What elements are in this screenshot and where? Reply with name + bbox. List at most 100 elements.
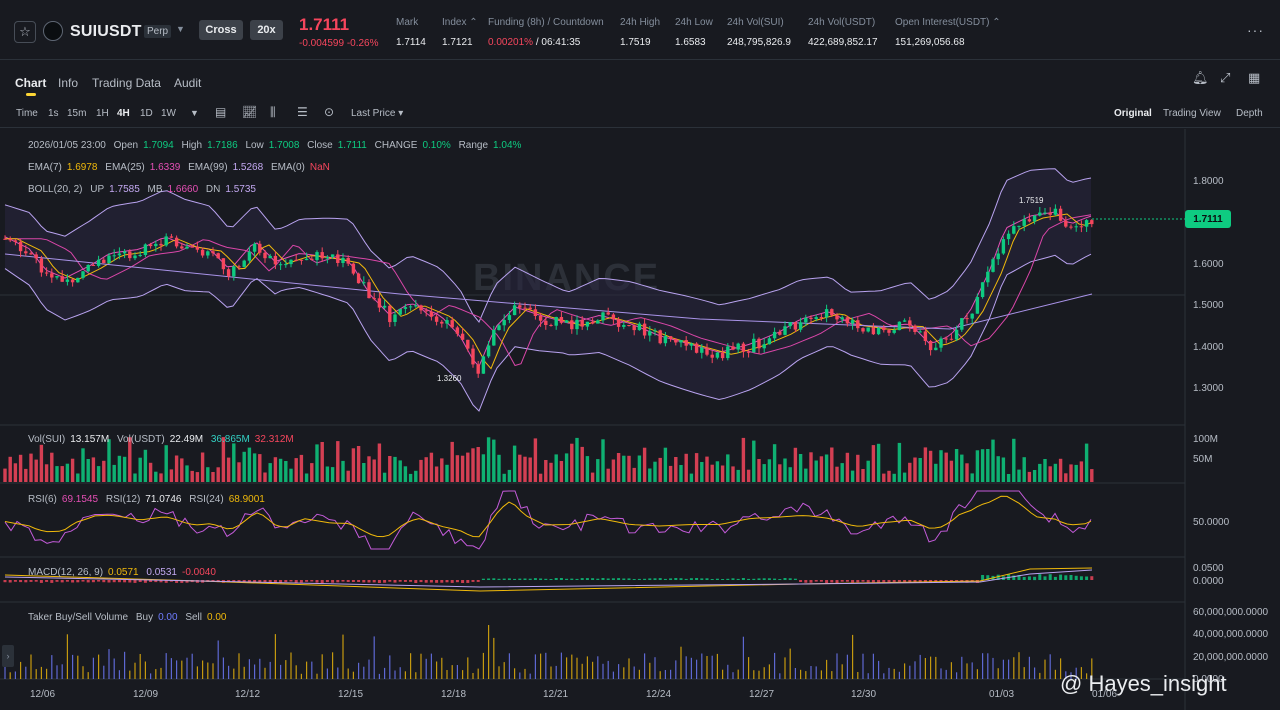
settings-sliders-icon[interactable]: ☰ <box>297 105 308 119</box>
low-annotation: 1.3260 <box>437 374 462 383</box>
price-mode-select[interactable]: Last Price ▾ <box>351 108 404 119</box>
macd-bar <box>45 580 49 582</box>
macd-bar <box>773 578 777 580</box>
interval-1h[interactable]: 1H <box>96 108 109 119</box>
candle-body <box>627 325 631 326</box>
candle-body <box>902 320 907 322</box>
candle-body <box>502 320 506 326</box>
calendar-icon[interactable]: ▤ <box>215 105 227 119</box>
candle-body <box>460 333 465 340</box>
taker-bar <box>893 668 895 679</box>
leverage-button[interactable]: 20x <box>250 20 283 40</box>
volume-bar <box>627 455 631 482</box>
taker-bar <box>124 651 126 679</box>
candle-body <box>804 317 808 323</box>
tab-trading-data[interactable]: Trading Data <box>92 76 161 90</box>
candle-body <box>1058 208 1063 221</box>
expand-icon[interactable]: ⤢ <box>1220 70 1231 85</box>
volume-bar <box>1090 469 1094 482</box>
chevron-right-icon[interactable]: › <box>2 645 14 667</box>
volume-bar <box>55 466 59 482</box>
candle-body <box>388 305 392 323</box>
taker-tick: 20,000,000.0000 <box>1193 652 1269 663</box>
macd-bar <box>357 580 361 582</box>
macd-bar <box>627 578 631 580</box>
macd-bar <box>882 580 886 583</box>
macd-bar <box>528 578 532 580</box>
volume-bar <box>871 445 876 482</box>
volume-bar <box>559 461 564 482</box>
interval-1w[interactable]: 1W <box>161 108 176 119</box>
volume-bar <box>289 468 293 482</box>
chevron-down-icon[interactable]: ▼ <box>176 24 185 34</box>
candle-body <box>419 305 423 311</box>
taker-bar <box>347 668 349 679</box>
volume-bar <box>341 460 345 482</box>
tab-audit[interactable]: Audit <box>174 76 202 90</box>
volume-bar <box>731 466 735 482</box>
macd-bar <box>949 580 953 582</box>
candle-body <box>783 326 787 335</box>
volume-bar <box>414 470 418 482</box>
macd-bar <box>180 580 184 583</box>
margin-mode-button[interactable]: Cross <box>199 20 243 40</box>
volume-bar <box>174 455 179 482</box>
stat-24h-low: 24h Low 1.6583 <box>675 17 713 48</box>
taker-bar <box>332 652 334 679</box>
ema99-line <box>4 253 1093 330</box>
view-depth[interactable]: Depth <box>1236 108 1263 119</box>
interval-dropdown-icon[interactable]: ▼ <box>190 108 199 118</box>
volume-bar <box>1069 464 1073 482</box>
taker-bar <box>971 662 973 679</box>
candle-body <box>117 253 122 256</box>
interval-1d[interactable]: 1D <box>140 108 153 119</box>
taker-bar <box>40 666 42 679</box>
view-trading-view[interactable]: Trading View <box>1163 108 1221 119</box>
macd-bar <box>752 578 756 580</box>
taker-bar <box>628 658 630 679</box>
macd-bar <box>721 579 725 580</box>
symbol-title[interactable]: SUIUSDT <box>70 23 142 40</box>
volume-bar <box>226 457 231 482</box>
candle-body <box>1043 212 1047 214</box>
grid-layout-icon[interactable]: ▦ <box>1248 70 1261 85</box>
taker-bar <box>727 664 729 679</box>
volume-bar <box>840 463 844 482</box>
chart-area[interactable]: BINANCE 2026/01/05 23:00 Open 1.7094 High… <box>0 129 1280 710</box>
chart-canvas[interactable] <box>0 129 1280 710</box>
macd-bar <box>86 580 90 583</box>
candle-body <box>528 307 532 310</box>
drawing-tool-icon[interactable]: ⊙ <box>324 105 335 119</box>
candle-type-icon[interactable]: ⫼ <box>270 105 276 119</box>
tab-chart[interactable]: Chart <box>15 76 47 90</box>
candle-body <box>757 338 761 349</box>
candle-body <box>1017 225 1021 227</box>
volume-bar <box>554 454 558 482</box>
candle-body <box>736 343 740 350</box>
volume-bar <box>819 456 824 482</box>
taker-bar <box>888 667 890 679</box>
view-original[interactable]: Original <box>1114 108 1152 119</box>
taker-bar <box>909 665 911 679</box>
stat-open-interest[interactable]: Open Interest(USDT) ⌃ 151,269,056.68 <box>895 17 1001 48</box>
macd-bar <box>986 575 990 580</box>
more-dots-icon[interactable]: ··· <box>1247 22 1264 38</box>
candle-body <box>44 272 49 274</box>
tab-info[interactable]: Info <box>58 76 79 90</box>
volume-bar <box>143 449 148 482</box>
time-label[interactable]: Time <box>16 108 38 119</box>
taker-bar <box>482 652 484 679</box>
volume-bar <box>523 456 527 482</box>
favorite-star-icon[interactable]: ☆ <box>14 21 36 43</box>
interval-1s[interactable]: 1s <box>48 108 59 119</box>
volume-bar <box>965 463 969 482</box>
interval-4h[interactable]: 4H <box>117 108 130 119</box>
taker-bar <box>774 652 776 679</box>
volume-bar <box>736 469 740 482</box>
volume-bar <box>512 445 517 482</box>
bell-icon[interactable]: 🔔︎ <box>1192 70 1209 85</box>
interval-15m[interactable]: 15m <box>67 108 87 119</box>
stat-index[interactable]: Index ⌃ 1.7121 <box>442 17 478 48</box>
volume-bar <box>882 473 886 482</box>
indicator-icon[interactable]: 📈︎ <box>242 105 258 119</box>
